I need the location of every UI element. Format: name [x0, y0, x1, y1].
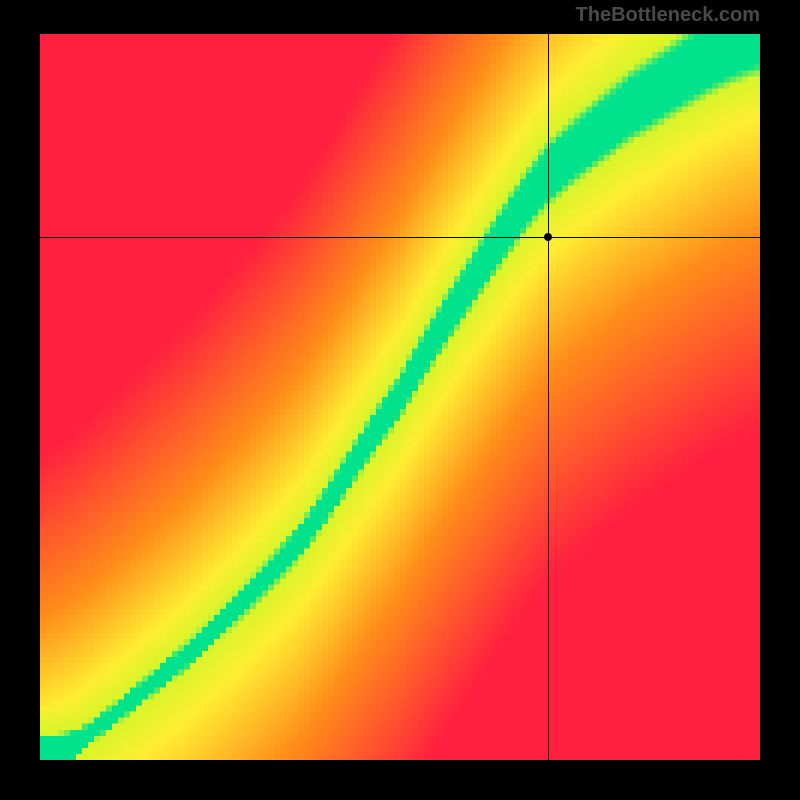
crosshair-vertical	[548, 34, 549, 760]
crosshair-horizontal	[40, 237, 760, 238]
crosshair-marker	[544, 233, 552, 241]
plot-area	[40, 34, 760, 760]
attribution-label: TheBottleneck.com	[576, 4, 760, 27]
heatmap-canvas	[40, 34, 760, 760]
chart-container: TheBottleneck.com	[0, 0, 800, 800]
